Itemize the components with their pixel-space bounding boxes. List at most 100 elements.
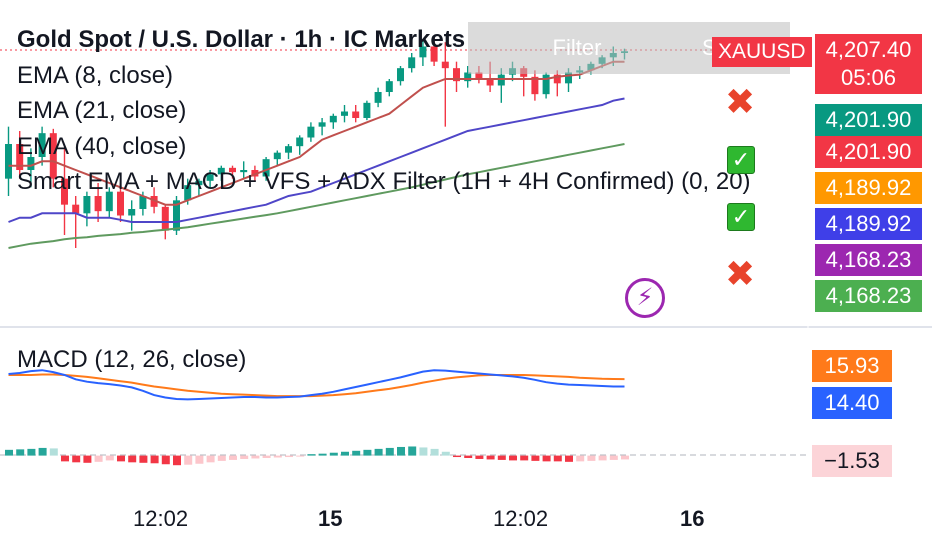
histogram-bar <box>475 455 484 459</box>
candle-body <box>27 157 35 170</box>
histogram-bar <box>352 450 361 456</box>
histogram-bar <box>621 455 629 460</box>
candle-body <box>83 196 91 214</box>
candle-body <box>229 167 236 173</box>
candle-body <box>565 72 572 84</box>
histogram-bar <box>408 446 417 456</box>
filter-panel: Filter <box>468 22 686 74</box>
histogram-bar <box>49 448 58 456</box>
candle-body <box>61 178 68 205</box>
candle-body <box>531 76 539 95</box>
histogram-bar <box>497 455 506 460</box>
candle-body <box>262 159 270 177</box>
time-label-day-15: 15 <box>318 506 343 531</box>
candle-body <box>329 115 337 123</box>
candle-body <box>318 122 326 127</box>
macd-value-tag: −1.53 <box>812 445 892 477</box>
histogram-bar <box>128 455 137 463</box>
macd-legend[interactable]: MACD (12, 26, close) <box>17 346 247 373</box>
histogram-bar <box>61 455 69 462</box>
candle-body <box>173 200 180 231</box>
macd-value-tag: 15.93 <box>812 350 892 382</box>
price-tag: 4,207.40 05:06 <box>815 34 922 94</box>
price-tag: 4,201.90 <box>815 104 922 136</box>
histogram-bar <box>273 455 282 458</box>
candle-body <box>441 61 449 69</box>
histogram-bar <box>173 455 181 466</box>
time-label-day-16: 16 <box>680 506 705 531</box>
histogram-bar <box>72 455 81 463</box>
candle-body <box>397 68 404 82</box>
macd-value-tag: 14.40 <box>812 387 892 419</box>
symbol-price-tag: XAUUSD <box>712 37 812 67</box>
histogram-bar <box>329 452 338 456</box>
candle-body <box>352 111 360 118</box>
histogram-bar <box>464 455 473 458</box>
candle-body <box>117 191 124 216</box>
histogram-bar <box>139 455 148 463</box>
histogram-bar <box>195 455 204 464</box>
candle-body <box>285 146 292 153</box>
candle-body <box>385 81 393 92</box>
histogram-bar <box>609 455 618 460</box>
candle-body <box>296 137 304 147</box>
histogram-bar <box>217 455 226 461</box>
countdown-label: 05:06 <box>840 65 897 90</box>
candle-body <box>486 79 494 86</box>
ema-lines-group <box>8 60 625 249</box>
price-tag: 4,189.92 <box>815 208 922 240</box>
histogram-bar <box>262 455 271 458</box>
candle-body <box>273 152 281 160</box>
candle-body <box>5 144 12 179</box>
candle-body <box>195 180 203 186</box>
candle-body <box>464 72 472 82</box>
histogram-bar <box>453 455 461 458</box>
histogram-bar <box>363 449 372 456</box>
histogram-bar <box>285 455 293 458</box>
candle-body <box>341 111 348 116</box>
candle-body <box>430 46 438 62</box>
histogram-bar <box>374 448 383 456</box>
histogram-bar <box>251 455 260 459</box>
time-label-1: 12:02 <box>133 506 189 531</box>
price-tag: 4,201.90 <box>815 136 922 168</box>
histogram-bar <box>531 455 540 461</box>
histogram-bar <box>565 455 573 462</box>
histogram-bar <box>307 454 316 456</box>
histogram-bar <box>83 455 92 463</box>
histogram-bar <box>397 446 405 456</box>
histogram-bar <box>598 455 607 461</box>
histogram-bar <box>184 455 193 465</box>
histogram-bar <box>430 448 439 456</box>
candle-body <box>94 196 102 212</box>
candle-body <box>72 204 80 214</box>
signal-check-icon: ✓ <box>727 203 755 231</box>
histogram-bar <box>318 453 327 456</box>
candle-body <box>363 102 371 118</box>
candle-body <box>128 209 136 216</box>
candle-body <box>16 144 24 170</box>
price-tag: 4,168.23 <box>815 244 922 276</box>
histogram-bar <box>161 455 170 465</box>
histogram-bar <box>419 447 428 456</box>
ema21-line <box>8 97 625 223</box>
histogram-bar <box>38 447 47 456</box>
histogram-bar <box>94 455 103 462</box>
histogram-bar <box>441 451 450 456</box>
candle-body <box>497 74 505 86</box>
candle-body <box>184 185 192 201</box>
candle-body <box>38 133 46 157</box>
candle-body <box>49 133 57 179</box>
bolt-icon[interactable]: ⚡ <box>625 278 665 318</box>
histogram-bar <box>553 455 562 462</box>
histogram-bar <box>542 455 551 462</box>
histogram-bar <box>229 455 237 460</box>
candle-body <box>475 72 483 79</box>
histogram-bar <box>240 455 249 459</box>
histogram-bar <box>587 455 596 461</box>
price-tag: 4,168.23 <box>815 280 922 312</box>
candle-body <box>453 68 460 82</box>
macd-signal-line <box>8 373 625 398</box>
histogram-bar <box>341 451 349 456</box>
